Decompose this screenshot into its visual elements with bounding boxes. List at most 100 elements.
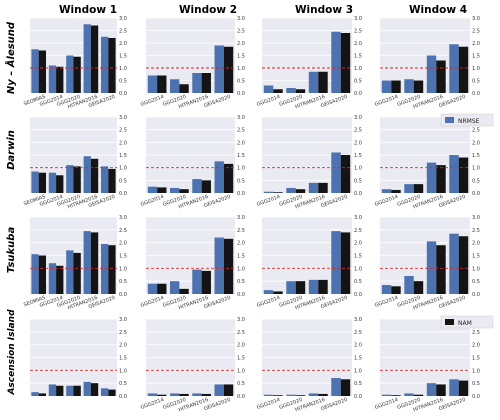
y-tick-label: 1.5 — [119, 54, 127, 60]
nrmse-bar — [66, 55, 74, 93]
nrmse-bar — [404, 393, 414, 396]
nam-bar — [318, 393, 328, 396]
y-tick-label: 1.0 — [237, 66, 245, 72]
y-tick-label: 0.0 — [354, 91, 362, 97]
y-tick-label: 0.5 — [237, 79, 245, 85]
y-tick-label: 0.0 — [472, 292, 480, 298]
nam-bar — [391, 286, 401, 294]
nrmse-bar — [48, 263, 57, 294]
nam-bar — [413, 184, 424, 193]
nam-bar — [201, 73, 211, 93]
y-tick-label: 3.0 — [237, 16, 245, 22]
y-tick-label: 2.5 — [237, 29, 245, 35]
row-title: Ascension Island — [7, 309, 17, 396]
y-tick-label: 3.0 — [354, 115, 362, 121]
y-tick-label: 2.0 — [237, 343, 245, 349]
nam-bar — [340, 232, 351, 294]
nam-bar — [38, 172, 47, 193]
y-tick-label: 0.0 — [237, 91, 245, 97]
y-tick-label: 3.0 — [354, 16, 362, 22]
y-tick-label: 1.5 — [472, 54, 480, 60]
y-tick-label: 1.5 — [472, 153, 480, 159]
nrmse-bar — [48, 65, 57, 93]
y-tick-label: 1.0 — [119, 266, 127, 272]
nrmse-bar — [100, 166, 109, 193]
nrmse-bar — [192, 269, 202, 294]
nam-bar — [295, 89, 306, 93]
nrmse-bar — [147, 75, 158, 93]
row-title: Ny – Ålesund — [4, 21, 17, 94]
y-tick-label: 1.5 — [237, 356, 245, 362]
column-title: Window 4 — [409, 4, 467, 16]
y-tick-label: 1.5 — [354, 356, 362, 362]
nrmse-bar — [449, 233, 459, 294]
y-tick-label: 1.5 — [237, 54, 245, 60]
y-tick-label: 0.5 — [119, 279, 127, 285]
panel: 0.00.51.01.52.02.53.0GGG2014GGG2020HITRA… — [140, 16, 245, 110]
panel: 0.00.51.01.52.02.53.0GGG2014GGG2020HITRA… — [140, 215, 245, 311]
nrmse-bar — [48, 384, 57, 396]
nrmse-bar — [404, 79, 414, 93]
y-tick-label: 2.5 — [237, 128, 245, 134]
x-tick-label: GGG2014 — [374, 194, 399, 208]
y-tick-label: 3.0 — [354, 317, 362, 323]
nam-bar — [223, 384, 234, 396]
y-tick-label: 1.5 — [472, 356, 480, 362]
y-tick-label: 1.0 — [354, 266, 362, 272]
y-tick-label: 1.5 — [354, 54, 362, 60]
y-tick-label: 2.5 — [354, 228, 362, 234]
nrmse-bar — [263, 85, 274, 93]
nam-bar — [38, 50, 47, 93]
nam-bar — [56, 265, 64, 294]
nrmse-bar — [308, 182, 319, 193]
y-tick-label: 2.0 — [472, 140, 480, 146]
y-tick-label: 1.0 — [119, 66, 127, 72]
y-tick-label: 2.5 — [119, 228, 127, 234]
y-tick-label: 2.5 — [119, 128, 127, 134]
panel: 0.00.51.01.52.02.53.0SEOMIASGGG2014GGG20… — [23, 16, 127, 110]
column-title: Window 1 — [59, 4, 117, 16]
y-tick-label: 1.0 — [472, 266, 480, 272]
nrmse-bar — [286, 281, 296, 294]
nrmse-bar — [286, 88, 296, 93]
nam-bar — [157, 187, 167, 193]
nrmse-bar — [192, 179, 202, 193]
nrmse-bar — [426, 55, 437, 93]
y-tick-label: 2.0 — [237, 41, 245, 47]
y-tick-label: 2.0 — [119, 140, 127, 146]
nam-bar — [413, 281, 424, 294]
legend-nrmse-swatch — [445, 117, 454, 123]
y-tick-label: 1.0 — [237, 368, 245, 374]
y-tick-label: 0.5 — [354, 279, 362, 285]
y-tick-label: 0.0 — [354, 394, 362, 400]
panel: 0.00.51.01.52.02.53.0GGG2014GGG2020HITRA… — [374, 215, 480, 311]
nam-bar — [436, 60, 446, 93]
y-tick-label: 1.0 — [354, 368, 362, 374]
nrmse-bar — [170, 187, 180, 193]
y-tick-label: 0.5 — [354, 79, 362, 85]
nrmse-bar — [31, 171, 39, 193]
y-tick-label: 2.0 — [354, 343, 362, 349]
panel: 0.00.51.01.52.02.53.0SEOMIASGGG2014GGG20… — [23, 215, 127, 311]
nam-bar — [56, 66, 64, 93]
nrmse-bar — [381, 394, 392, 396]
nam-bar — [413, 394, 424, 396]
y-tick-label: 3.0 — [237, 317, 245, 323]
y-tick-label: 0.5 — [237, 178, 245, 184]
panels: 0.00.51.01.52.02.53.0SEOMIASGGG2014GGG20… — [23, 16, 480, 413]
x-tick-label: GGG2014 — [256, 397, 281, 411]
y-tick-label: 0.0 — [237, 292, 245, 298]
nrmse-bar — [404, 184, 414, 193]
nrmse-bar — [331, 378, 341, 396]
y-tick-label: 3.0 — [472, 215, 480, 221]
legends: NRMSE NAM — [440, 113, 494, 329]
y-tick-label: 3.0 — [237, 115, 245, 121]
y-tick-label: 1.5 — [354, 254, 362, 260]
y-tick-label: 2.0 — [472, 343, 480, 349]
x-tick-label: GGG2014 — [374, 397, 399, 411]
nam-bar — [295, 395, 306, 396]
y-tick-label: 0.5 — [472, 381, 480, 387]
y-tick-label: 1.0 — [472, 368, 480, 374]
panel: 0.00.51.01.52.02.53.0SEOMIASGGG2014GGG20… — [23, 115, 127, 210]
y-tick-label: 1.0 — [354, 166, 362, 172]
